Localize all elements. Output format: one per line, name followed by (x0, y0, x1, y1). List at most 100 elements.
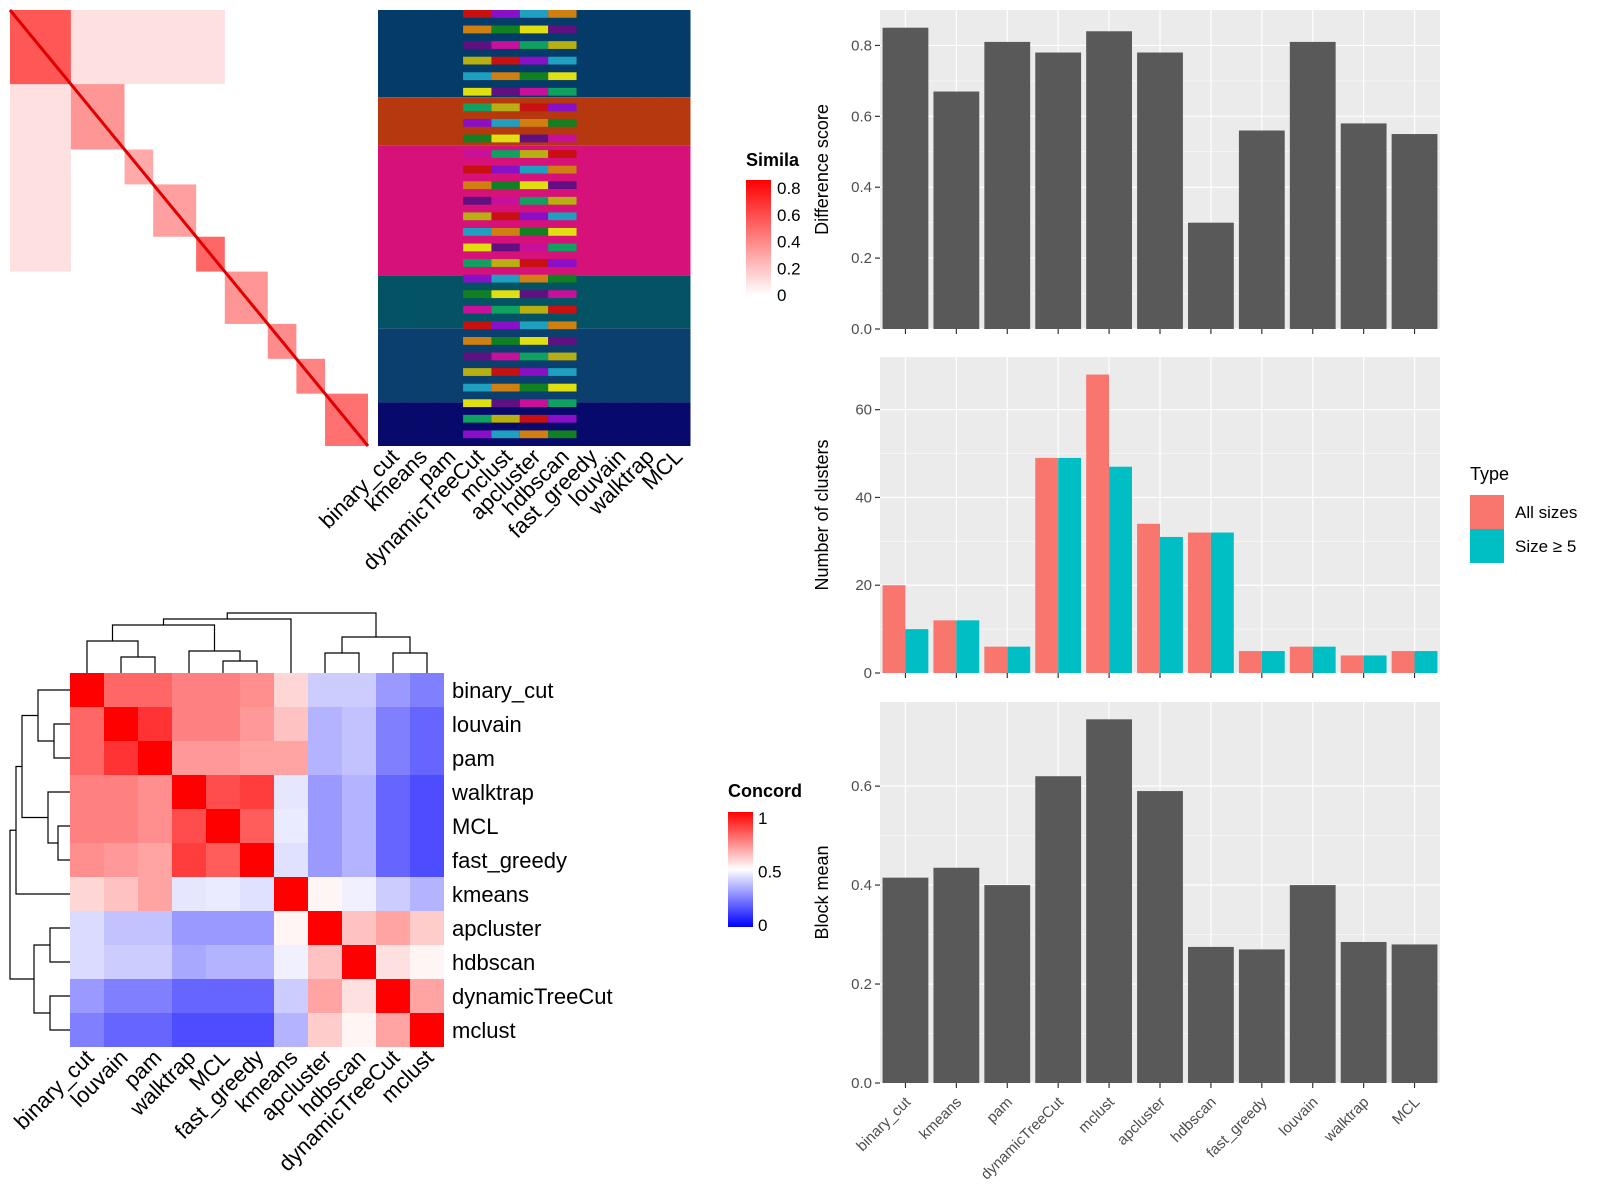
cluster-stripe (604, 328, 634, 403)
cluster-stripe (633, 10, 663, 98)
concordance-cell (138, 809, 172, 843)
bar-all-sizes (1188, 532, 1211, 673)
cluster-stripe (548, 145, 578, 276)
bar (984, 41, 1031, 330)
concordance-cell (410, 843, 444, 877)
cluster-stripe (434, 97, 464, 146)
concordance-cell (376, 979, 410, 1013)
cluster-stripe-accent (463, 41, 492, 49)
concordance-cell (206, 911, 240, 945)
cluster-stripe-accent (519, 290, 549, 299)
cluster-stripe-accent (519, 305, 549, 314)
bar (1035, 776, 1082, 1083)
cluster-stripe (576, 402, 606, 446)
concordance-row-label: kmeans (452, 882, 529, 907)
concordance-cell (104, 877, 138, 911)
bar (933, 91, 980, 330)
similarity-colorbar (746, 180, 771, 295)
bar (1391, 944, 1438, 1083)
cluster-stripe-accent (491, 56, 520, 65)
legend-key-size-ge5 (1470, 529, 1504, 563)
concordance-cell (308, 775, 342, 809)
cluster-stripe-accent (519, 72, 549, 81)
concordance-cell (240, 673, 274, 707)
cluster-label-heatmap: binary_cutkmeanspamdynamicTreeCutmclusta… (314, 10, 691, 575)
y-tick-label: 0.2 (851, 976, 872, 993)
dendrogram-branch (162, 618, 292, 673)
bar (1289, 41, 1336, 330)
cluster-stripe (434, 275, 464, 329)
cluster-stripe (604, 275, 634, 329)
cluster-stripe-accent (519, 212, 549, 221)
cluster-stripe-accent (491, 25, 520, 34)
bar-all-sizes (1391, 651, 1415, 673)
concordance-cell (308, 809, 342, 843)
concordance-cell (240, 741, 274, 775)
y-tick-label: 0.0 (851, 321, 872, 338)
y-tick-label: 40 (855, 489, 872, 506)
concordance-cell (206, 809, 240, 843)
cluster-stripe-accent (548, 430, 577, 439)
cluster-stripe-accent (548, 165, 577, 174)
concordance-cell (308, 741, 342, 775)
cluster-stripe (661, 328, 691, 403)
concordance-cell (138, 911, 172, 945)
bar (933, 867, 980, 1083)
cluster-stripe (491, 145, 521, 276)
concordance-cell (172, 1013, 206, 1047)
bar-size-ge5 (1007, 646, 1031, 673)
concordance-cell (376, 707, 410, 741)
concordance-cell (104, 809, 138, 843)
dendrogram-branch (188, 650, 241, 673)
cluster-stripe-accent (491, 305, 520, 314)
cluster-stripe-accent (491, 165, 520, 174)
bar (1188, 222, 1234, 329)
cluster-stripe (519, 145, 549, 276)
bar (984, 885, 1031, 1083)
concordance-legend-tick: 0 (758, 916, 767, 935)
concordance-cell (274, 843, 308, 877)
concordance-cell (138, 945, 172, 979)
y-tick-label: 0.6 (851, 108, 872, 125)
cluster-stripe-accent (519, 228, 549, 236)
cluster-stripe-accent (463, 368, 492, 376)
concordance-cell (410, 741, 444, 775)
cluster-stripe-accent (519, 41, 549, 49)
cluster-stripe-accent (463, 305, 492, 314)
cluster-stripe-accent (548, 56, 577, 65)
concordance-cell (376, 911, 410, 945)
bar-all-sizes (1289, 646, 1313, 673)
cluster-stripe-accent (548, 87, 577, 96)
concordance-cell (410, 877, 444, 911)
concordance-cell (342, 809, 376, 843)
similarity-legend: Simila 0.8 0.6 0.4 0.2 0 (746, 150, 801, 305)
bar (1238, 949, 1285, 1083)
concordance-cell (138, 979, 172, 1013)
cluster-stripe-accent (548, 72, 577, 81)
cluster-stripe-accent (491, 119, 520, 127)
concordance-cell (206, 1013, 240, 1047)
concordance-cell (274, 741, 308, 775)
cluster-stripe-accent (491, 41, 520, 49)
concordance-cell (376, 843, 410, 877)
cluster-stripe-accent (519, 25, 549, 34)
concordance-row-label: MCL (452, 814, 498, 839)
cluster-stripe-accent (548, 228, 577, 236)
cluster-stripe-accent (519, 399, 549, 408)
cluster-stripe (463, 275, 492, 329)
bar-size-ge5 (1210, 532, 1234, 673)
cluster-stripe (576, 10, 606, 98)
cluster-stripe-accent (519, 243, 549, 252)
bar (1035, 52, 1082, 330)
block-mean-chart: 0.0 0.2 0.4 0.6 Block mean binary_cut kmeans pa… (812, 702, 1440, 1183)
bar (1391, 134, 1438, 329)
cluster-stripe-accent (519, 352, 549, 361)
cluster-stripe-accent (519, 430, 549, 439)
cluster-stripe-accent (548, 274, 577, 283)
cluster-stripe-accent (548, 321, 577, 330)
bar-all-sizes (1238, 651, 1262, 673)
cluster-stripe-accent (519, 337, 549, 345)
concordance-legend-tick: 0.5 (758, 863, 782, 882)
bar-size-ge5 (956, 620, 980, 673)
cluster-stripe-accent (491, 352, 520, 361)
